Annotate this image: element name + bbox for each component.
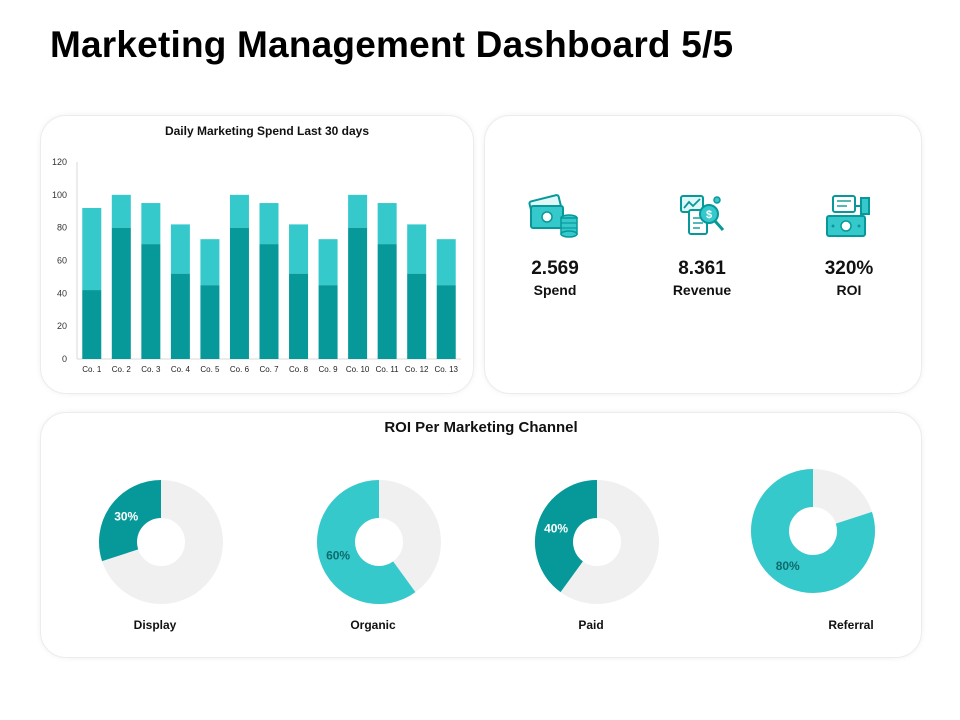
bar-segment-top [348, 194, 368, 228]
donut-chart-title: ROI Per Marketing Channel [384, 419, 578, 436]
bar-segment-top [229, 194, 249, 228]
x-tick-label: Co. 5 [200, 365, 220, 374]
bar-segment-top [377, 203, 397, 245]
bar-chart-title: Daily Marketing Spend Last 30 days [165, 124, 369, 138]
x-tick-label: Co. 12 [405, 365, 429, 374]
bar-segment-top [111, 194, 131, 228]
x-tick-label: Co. 6 [230, 365, 250, 374]
donut-category-label: Organic [350, 618, 396, 632]
daily-spend-panel: Daily Marketing Spend Last 30 days 0 20 40… [40, 115, 474, 394]
y-tick-label: 0 [62, 354, 67, 364]
bar-segment-top [200, 239, 220, 286]
spend-label: Spend [533, 282, 577, 298]
donut-display: 30% Display [99, 480, 223, 632]
y-tick-label: 120 [52, 157, 67, 167]
donut-value-label: 30% [114, 510, 138, 524]
x-tick-label: Co. 8 [289, 365, 309, 374]
donut-category-label: Paid [578, 618, 603, 632]
revenue-value: 8.361 [678, 258, 726, 279]
x-tick-label: Co. 13 [434, 365, 458, 374]
donut-slice [317, 480, 416, 604]
y-tick-label: 20 [57, 321, 67, 331]
bar-segment-top [436, 239, 456, 286]
bar-segment-base [318, 285, 338, 359]
bar-segment-base [141, 244, 161, 359]
bar-segment-base [289, 273, 309, 359]
bar-segment-top [82, 207, 102, 291]
bar-segment-base [229, 227, 249, 359]
bar-segment-top [259, 203, 279, 245]
donut-value-label: 40% [544, 522, 568, 536]
money-coins-icon [525, 188, 585, 248]
y-tick-label: 40 [57, 288, 67, 298]
daily-spend-bar-chart: Daily Marketing Spend Last 30 days 0 20 40… [52, 124, 461, 374]
x-tick-label: Co. 10 [346, 365, 370, 374]
revenue-label: Revenue [672, 282, 732, 298]
roi-label: ROI [836, 282, 862, 298]
svg-text:$: $ [706, 209, 712, 221]
donut-slice [751, 469, 875, 593]
donut-value-label: 80% [776, 559, 800, 573]
bar-segment-base [407, 273, 427, 359]
x-tick-label: Co. 2 [112, 365, 132, 374]
bar-segment-base [82, 290, 102, 359]
x-tick-label: Co. 3 [141, 365, 161, 374]
kpi-panel: 2.569 Spend $ 8.361 Revenue [484, 115, 922, 394]
bar-segment-base [111, 227, 131, 359]
bar-segment-base [170, 273, 190, 359]
donut-organic: 60% Organic [317, 480, 441, 632]
bar-segment-top [289, 224, 309, 274]
x-tick-label: Co. 9 [319, 365, 339, 374]
roi-value: 320% [824, 258, 874, 279]
y-tick-label: 100 [52, 190, 67, 200]
donut-category-label: Referral [828, 618, 873, 632]
bar-segment-base [377, 244, 397, 359]
donut-referral: 80% Referral [751, 469, 875, 632]
bar-segment-base [259, 244, 279, 359]
donut-category-label: Display [134, 618, 177, 632]
bar-segment-base [200, 285, 220, 359]
donut-slice [535, 480, 599, 593]
spend-value: 2.569 [531, 258, 579, 279]
roi-channel-panel: ROI Per Marketing Channel 30% Display 60% O… [40, 412, 922, 658]
donut-slice [99, 480, 163, 562]
y-tick-label: 80 [57, 223, 67, 233]
donut-value-label: 60% [326, 548, 350, 562]
x-tick-label: Co. 4 [171, 365, 191, 374]
bar-segment-top [407, 224, 427, 274]
bar-segment-top [141, 203, 161, 245]
roi-donut-charts: 30% Display 60% Organic 40% Paid 80% Referral [99, 469, 875, 632]
bar-segment-base [436, 285, 456, 359]
bar-segment-base [348, 227, 368, 359]
chart-magnifier-icon: $ [673, 188, 733, 248]
x-tick-label: Co. 11 [376, 365, 400, 374]
y-tick-label: 60 [57, 256, 67, 266]
donut-paid: 40% Paid [535, 480, 659, 632]
bar-segment-top [170, 224, 190, 274]
hand-money-icon [821, 188, 881, 248]
bar-segment-top [318, 239, 338, 286]
x-tick-label: Co. 7 [259, 365, 279, 374]
x-tick-label: Co. 1 [82, 365, 102, 374]
page-title: Marketing Management Dashboard 5/5 [50, 24, 734, 65]
